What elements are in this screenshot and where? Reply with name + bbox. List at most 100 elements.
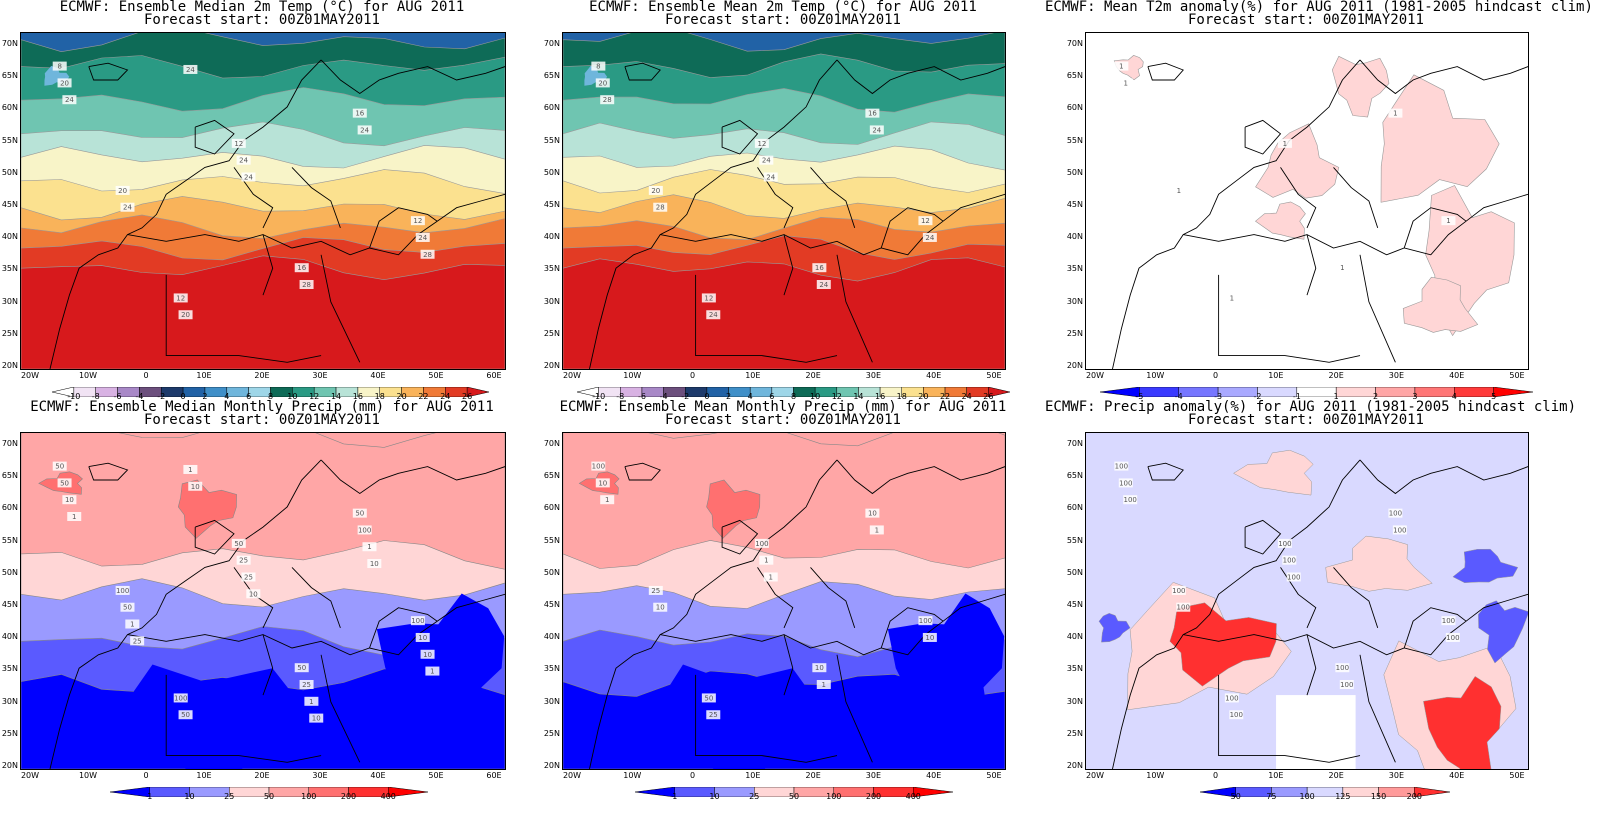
contour-label: 1 [1171,185,1186,195]
lat-tick-label: 25N [1,728,18,738]
svg-text:100: 100 [1278,540,1291,548]
colorbar-label: 18 [896,392,907,401]
lat-tick-label: 25N [1,328,18,338]
contour-label: 20 [57,78,72,88]
lat-tick-label: 45N [1,200,18,209]
svg-text:25: 25 [133,637,142,645]
lon-tick-label: 10E [1268,371,1284,380]
svg-text:25: 25 [709,711,718,719]
svg-text:16: 16 [297,264,306,272]
lat-tick-label: 70N [543,39,560,48]
colorbar [100,782,438,801]
svg-text:12: 12 [757,140,766,148]
lon-tick-label: 20W [20,771,40,780]
lon-tick-label: 10E [745,371,761,380]
svg-text:10: 10 [249,590,258,598]
contour-label: 100 [1171,585,1186,595]
colorbar-label: 200 [340,792,357,801]
svg-text:1: 1 [1230,294,1234,302]
colorbar-label: 20 [396,392,407,401]
svg-text:1: 1 [309,698,313,706]
contour-label: 100 [1114,461,1129,471]
lon-tick-label: 10W [623,771,642,780]
svg-text:50: 50 [123,604,132,612]
lat-tick-label: 20N [1066,361,1083,370]
contour-label: 10 [188,481,203,491]
map-plot-area: 8 12 12 12 16 20 16 20 24 24 24 24 28 24 28 24 [562,32,1006,370]
svg-text:1: 1 [605,496,609,504]
colorbar-label: 10 [287,392,298,401]
lon-tick-label: 10E [196,371,212,380]
contour-label: 100 [1224,693,1239,703]
svg-text:100: 100 [1389,510,1402,518]
contour-label: 100 [1445,632,1460,642]
svg-text:28: 28 [603,96,612,104]
contour-label: 24 [183,64,198,74]
lon-tick-label: 20W [20,371,40,380]
svg-text:1: 1 [1124,79,1128,87]
lon-tick-label: 50E [1509,771,1525,780]
contour-label: 100 [1176,602,1191,612]
contour-label: 1 [304,696,319,706]
lat-tick-label: 35N [1,264,18,274]
lat-tick-label: 50N [543,567,560,577]
colorbar [42,382,499,401]
contour-label: 100 [357,525,372,535]
lon-tick-label: 30E [312,371,328,380]
contour-label: 10 [246,589,261,599]
lat-tick-label: 35N [543,664,560,674]
colorbar [1090,382,1543,401]
contour-label: 100 [1277,538,1292,548]
contour-label: 100 [1441,616,1456,626]
svg-text:100: 100 [1336,664,1349,672]
colorbar-label: -8 [616,392,625,401]
svg-text:24: 24 [186,66,195,74]
colorbar-label: 12 [309,392,320,401]
lat-tick-label: 45N [543,600,560,609]
svg-text:28: 28 [656,204,665,212]
panel-title: ECMWF: Ensemble Mean Monthly Precip (mm)… [559,399,1007,415]
contour-label: 28 [299,280,314,289]
panel-title: ECMWF: Mean T2m anomaly(%) for AUG 2011 … [1045,0,1593,15]
svg-text:1: 1 [1340,264,1344,272]
lon-tick-label: 50E [428,771,444,780]
colorbar-label: 4 [747,392,753,401]
lon-tick-label: 20W [1085,371,1105,380]
svg-text:10: 10 [868,510,877,518]
lat-tick-label: 20N [543,761,560,770]
svg-text:24: 24 [872,126,881,134]
colorbar-label: 50 [263,792,275,801]
lat-tick-label: 70N [1,39,18,48]
svg-text:100: 100 [1225,694,1238,702]
lat-tick-label: 50N [543,167,560,177]
panel-subtitle: Forecast start: 00Z01MAY2011 [664,12,901,28]
contour-label: 50 [231,538,246,548]
lat-tick-label: 55N [543,135,560,145]
colorbar-swatch [1414,786,1451,798]
svg-text:10: 10 [598,479,607,487]
lat-tick-label: 70N [1,439,18,448]
colorbar-label: 0 [704,392,710,401]
svg-text:24: 24 [709,311,718,319]
lat-tick-label: 40N [543,632,560,642]
map-field: 100 100 100 100 100 100 100 100 100 100 100 100 100 1… [1086,433,1528,769]
contour-label: 20 [595,78,610,88]
colorbar [625,782,963,801]
colorbar-label: 1 [672,792,678,801]
contour-label: 12 [173,293,188,303]
contour-label: 10 [415,632,430,642]
map-plot-area: 100 100 100 100 100 100 100 100 100 100 100 100 100 1… [1085,432,1529,770]
lon-tick-label: 0 [1213,371,1219,380]
lon-tick-label: 20E [805,771,821,780]
lat-tick-label: 55N [1066,135,1083,145]
lat-tick-label: 30N [1,296,18,306]
contour-label: 24 [236,155,251,165]
svg-text:1: 1 [367,543,371,551]
contour-label: 100 [1229,710,1244,720]
colorbar-label: -2 [681,392,690,401]
lon-tick-label: 30E [865,771,882,780]
lat-tick-label: 20N [1066,761,1083,770]
contour-label: 12 [918,216,933,226]
svg-text:1: 1 [1393,110,1397,118]
lon-tick-label: 20W [562,371,582,380]
